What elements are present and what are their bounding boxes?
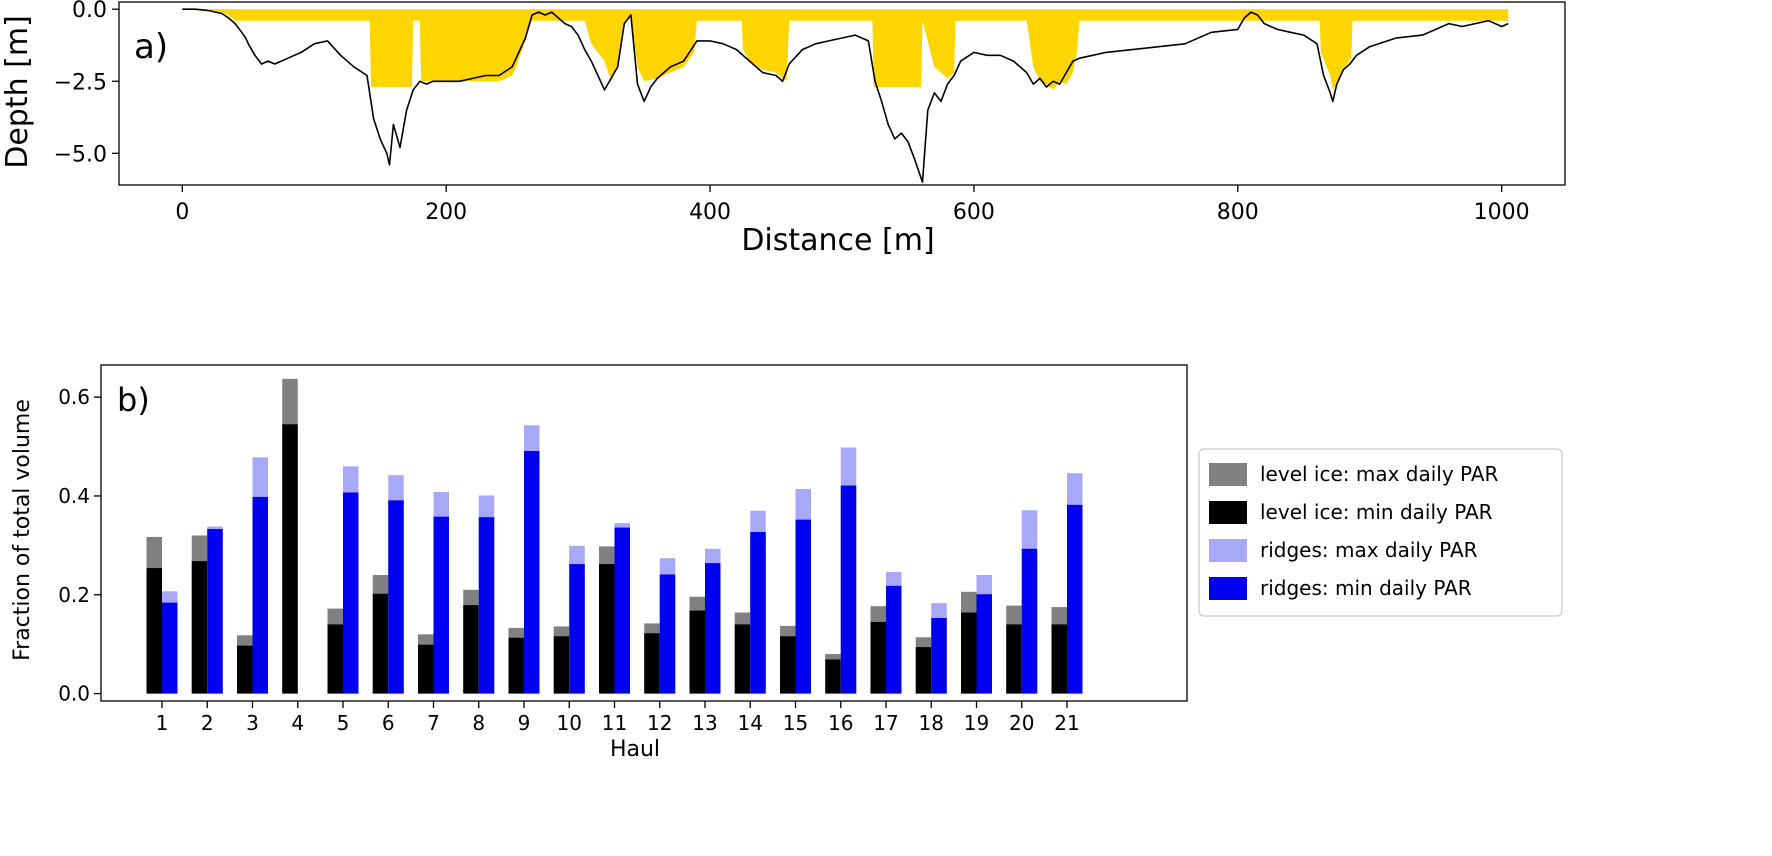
y-axis-label-b: Fraction of total volume (10, 399, 35, 661)
level-ice-min-bar (870, 621, 886, 694)
level-ice-min-bar (689, 610, 705, 694)
level-ice-min-bar (734, 624, 751, 694)
plot-frame-a (118, 1, 1566, 186)
ridges-min-bar (524, 450, 540, 694)
ridges-min-bar (207, 529, 223, 694)
x-tick-label-b: 11 (602, 711, 627, 735)
level-ice-min-bar (146, 568, 162, 694)
ridges-min-bar (433, 516, 449, 694)
level-ice-min-bar (327, 624, 343, 694)
x-tick-label-a: 400 (689, 200, 731, 225)
x-tick-label-b: 21 (1054, 711, 1079, 735)
y-tick-label-b: 0.0 (58, 682, 90, 706)
ridges-min-bar (569, 564, 585, 694)
x-tick-label-b: 2 (201, 711, 214, 735)
ridges-min-bar (795, 519, 811, 694)
y-tick-label-a: −5.0 (54, 142, 107, 167)
x-axis-label-b: Haul (610, 737, 660, 762)
level-ice-min-bar (463, 605, 479, 694)
x-tick-label-b: 14 (738, 711, 763, 735)
ridges-min-bar (1067, 504, 1083, 694)
plot-frame-b (100, 364, 1188, 702)
x-tick-label-b: 5 (337, 711, 350, 735)
ridges-min-bar (614, 527, 630, 694)
legend-swatch (1209, 577, 1247, 600)
x-tick-label-b: 3 (246, 711, 259, 735)
ridges-min-bar (659, 574, 676, 694)
level-ice-min-bar (372, 593, 389, 694)
x-tick-label-b: 4 (291, 711, 304, 735)
y-tick-label-a: −2.5 (54, 70, 107, 95)
level-ice-min-bar (644, 633, 660, 694)
panel-label-a: a) (134, 27, 168, 67)
x-axis-label-a: Distance [m] (741, 223, 934, 258)
legend-swatch (1209, 463, 1247, 486)
level-ice-min-bar (237, 645, 253, 694)
x-tick-label-b: 20 (1009, 711, 1034, 735)
legend-label: level ice: min daily PAR (1260, 500, 1493, 524)
ridges-min-bar (750, 532, 766, 694)
ridges-min-bar (252, 496, 268, 694)
x-tick-label-b: 10 (557, 711, 582, 735)
level-ice-min-bar (1006, 624, 1022, 694)
y-axis-label-a: Depth [m] (0, 15, 35, 169)
y-tick-label-b: 0.6 (58, 385, 90, 409)
ridges-min-bar (886, 585, 902, 694)
x-tick-label-b: 6 (382, 711, 395, 735)
x-tick-label-b: 19 (964, 711, 989, 735)
y-tick-label-b: 0.4 (58, 484, 90, 508)
level-ice-min-bar (191, 561, 208, 694)
legend-label: level ice: max daily PAR (1260, 462, 1499, 486)
x-tick-label-b: 17 (873, 711, 898, 735)
depth-profile-chart: a) Distance [m] Depth [m] 0 200 400 600 800 1… (0, 0, 1566, 258)
depth-profile-line (182, 8, 1509, 183)
x-tick-label-a: 600 (953, 200, 995, 225)
x-tick-label-b: 16 (828, 711, 853, 735)
x-tick-label-b: 9 (518, 711, 531, 735)
x-tick-label-b: 1 (156, 711, 169, 735)
ridges-min-bar (705, 563, 721, 694)
legend-box (1198, 448, 1563, 617)
legend-swatch (1209, 539, 1247, 562)
level-ice-min-bar (780, 636, 796, 694)
y-tick-label-a: 0.0 (72, 0, 107, 23)
level-ice-min-bar (961, 612, 977, 694)
ridges-min-bar (162, 602, 178, 694)
x-tick-label-b: 15 (783, 711, 808, 735)
x-tick-label-b: 12 (647, 711, 672, 735)
ridges-min-bar (840, 485, 857, 694)
ridges-min-bar (976, 594, 992, 694)
level-ice-min-bar (1051, 624, 1067, 694)
level-ice-min-bar (915, 647, 932, 694)
x-tick-label-b: 7 (427, 711, 440, 735)
ridge-fill-area (182, 9, 1509, 90)
ridges-min-bar (931, 617, 947, 694)
ridges-min-bar (1021, 548, 1038, 694)
x-tick-label-a: 0 (175, 200, 189, 225)
x-tick-label-b: 13 (692, 711, 717, 735)
level-ice-min-bar (508, 637, 524, 694)
legend-label: ridges: max daily PAR (1260, 538, 1478, 562)
x-tick-label-a: 800 (1217, 200, 1259, 225)
panel-label-b: b) (117, 381, 150, 419)
x-tick-label-b: 18 (919, 711, 944, 735)
legend-swatch (1209, 501, 1247, 524)
ridges-min-bar (388, 500, 404, 694)
level-ice-min-bar (599, 564, 615, 694)
ridges-min-bar (343, 492, 359, 694)
x-tick-label-a: 200 (425, 200, 467, 225)
legend-label: ridges: min daily PAR (1260, 576, 1472, 600)
y-tick-label-b: 0.2 (58, 583, 90, 607)
level-ice-min-bar (825, 659, 841, 694)
x-tick-label-a: 1000 (1474, 200, 1530, 225)
x-tick-label-b: 8 (472, 711, 485, 735)
ridges-min-bar (478, 517, 495, 694)
level-ice-min-bar (418, 644, 434, 694)
level-ice-min-bar (553, 636, 570, 694)
level-ice-min-bar (282, 424, 298, 694)
